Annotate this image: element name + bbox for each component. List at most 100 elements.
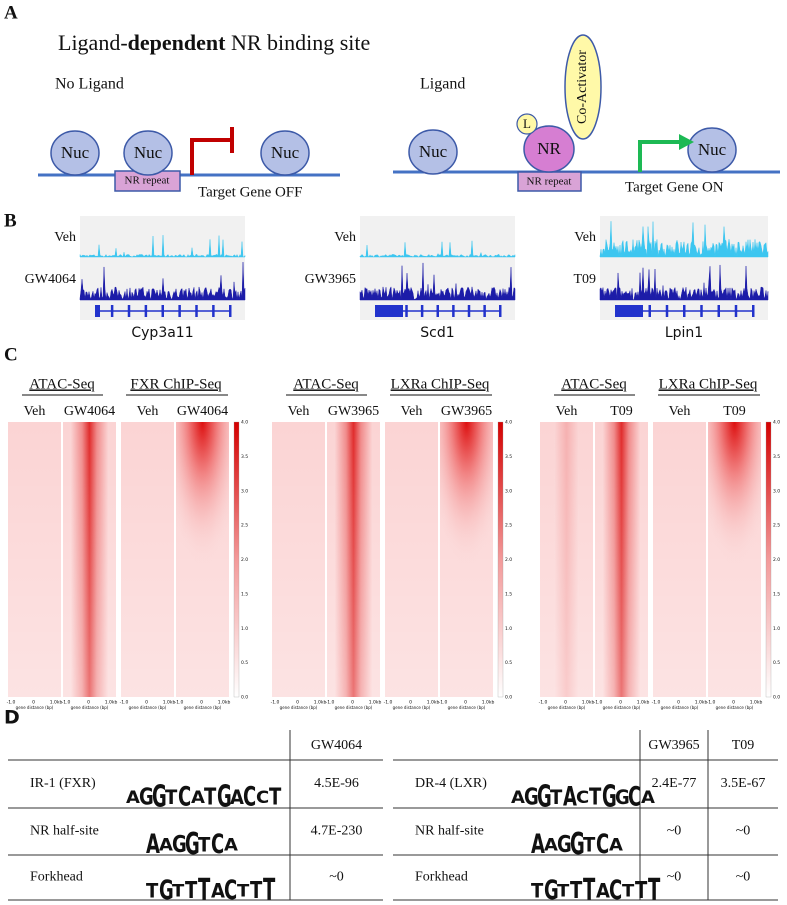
- logo-letter: T: [531, 879, 543, 902]
- exon: [95, 305, 100, 317]
- receptor: [523, 125, 575, 173]
- active-promoter: [638, 140, 680, 172]
- axis-tick: -1.0: [120, 700, 129, 706]
- axis-label: gene distance (bp): [661, 705, 699, 710]
- logo-letter: A: [126, 788, 141, 807]
- logo-letter: C: [256, 788, 269, 807]
- logo-letter: T: [589, 783, 602, 810]
- axis-tick: -1.0: [439, 700, 448, 706]
- sample-label: GW4064: [177, 404, 228, 419]
- logo-letter: T: [250, 877, 263, 904]
- logo-letter: T: [622, 882, 635, 901]
- logo-letter: T: [204, 783, 217, 810]
- heatmap-fade: [63, 422, 116, 697]
- colorbar-tick: 1.0: [241, 626, 248, 632]
- receptor-label: NR: [537, 139, 561, 158]
- logo-letter: A: [146, 830, 160, 860]
- axis-tick: 1.0kb: [218, 700, 231, 706]
- heatmap-fade: [272, 422, 325, 697]
- panel-label: B: [4, 210, 17, 231]
- heatmap-fade: [8, 422, 61, 697]
- axis-tick: 0: [677, 700, 680, 706]
- axis-tick: 0: [464, 700, 467, 706]
- axis-tick: 0: [619, 700, 622, 706]
- sample-label: T09: [723, 404, 746, 419]
- gene-name: Lpin1: [665, 325, 703, 341]
- logo-letter: A: [544, 836, 559, 855]
- track-label: Veh: [54, 230, 76, 245]
- exon: [452, 305, 455, 317]
- colorbar-tick: 0.5: [505, 660, 512, 666]
- repeat-label: NR repeat: [125, 175, 170, 187]
- track-label: T09: [573, 272, 596, 287]
- exon: [436, 305, 439, 317]
- heatmap-fade: [121, 422, 174, 697]
- nucleosome: [50, 130, 100, 176]
- axis-tick: 0: [32, 700, 35, 706]
- heatmap-fade: [653, 422, 706, 697]
- p-value: ~0: [667, 824, 682, 839]
- axis-tick: 1.0kb: [369, 700, 382, 706]
- logo-letter: A: [641, 788, 656, 807]
- exon: [499, 305, 502, 317]
- motif-name: Forkhead: [415, 870, 468, 885]
- title-part: dependent: [128, 30, 226, 55]
- track-label: Veh: [574, 230, 596, 245]
- exon: [752, 305, 755, 317]
- condition-heading: No Ligand: [55, 76, 124, 93]
- colorbar-tick: 3.0: [773, 488, 780, 494]
- logo-letter: G: [602, 779, 617, 814]
- signal-track: [359, 262, 516, 301]
- exon: [375, 305, 403, 317]
- motif-name: Forkhead: [30, 870, 83, 885]
- axis-tick: 1.0kb: [105, 700, 118, 706]
- logo-letter: T: [198, 872, 210, 905]
- logo-letter: T: [185, 877, 198, 904]
- arrow-head: [679, 134, 694, 150]
- logo-letter: G: [185, 826, 200, 861]
- exon: [195, 305, 198, 317]
- logo-letter: T: [263, 872, 275, 905]
- motif-name: NR half-site: [30, 824, 99, 839]
- logo-letter: T: [269, 783, 282, 810]
- track-background: [600, 216, 768, 320]
- exon: [110, 305, 114, 317]
- motif-name: DR-4 (LXR): [415, 776, 487, 791]
- axis-tick: -1.0: [384, 700, 393, 706]
- exon: [405, 305, 408, 317]
- colorbar-tick: 2.5: [241, 523, 248, 529]
- sample-label: Veh: [556, 404, 578, 419]
- axis-label: gene distance (bp): [16, 705, 54, 710]
- heatmap-fade: [440, 422, 493, 697]
- logo-letter: T: [557, 882, 570, 901]
- logo-letter: G: [159, 876, 174, 905]
- logo-letter: T: [570, 877, 583, 904]
- axis-tick: -1.0: [594, 700, 603, 706]
- heatmap-fade: [708, 422, 761, 697]
- colorbar-tick: 0.0: [505, 695, 512, 701]
- logo-letter: G: [217, 779, 232, 814]
- track-label: GW4064: [25, 272, 76, 287]
- logo-letter: C: [596, 830, 609, 860]
- logo-letter: A: [511, 788, 526, 807]
- sample-label: T09: [610, 404, 633, 419]
- sample-label: Veh: [401, 404, 423, 419]
- logo-letter: G: [524, 783, 539, 810]
- repeat-label: NR repeat: [527, 176, 572, 188]
- condition-heading: Ligand: [420, 76, 465, 93]
- logo-letter: A: [563, 782, 577, 812]
- assay-label: LXRa ChIP-Seq: [659, 376, 758, 392]
- logo-letter: G: [537, 779, 552, 814]
- axis-tick: -1.0: [707, 700, 716, 706]
- exon: [700, 305, 703, 317]
- colorbar-tick: 2.5: [773, 523, 780, 529]
- logo-letter: A: [230, 786, 244, 809]
- colorbar-tick: 4.0: [773, 420, 780, 426]
- colorbar-tick: 3.5: [505, 454, 512, 460]
- axis-tick: -1.0: [539, 700, 548, 706]
- logo-letter: G: [615, 786, 630, 809]
- track-background: [80, 216, 245, 320]
- colorbar-tick: 0.5: [241, 660, 248, 666]
- colorbar-tick: 0.0: [241, 695, 248, 701]
- axis-tick: 1.0kb: [50, 700, 63, 706]
